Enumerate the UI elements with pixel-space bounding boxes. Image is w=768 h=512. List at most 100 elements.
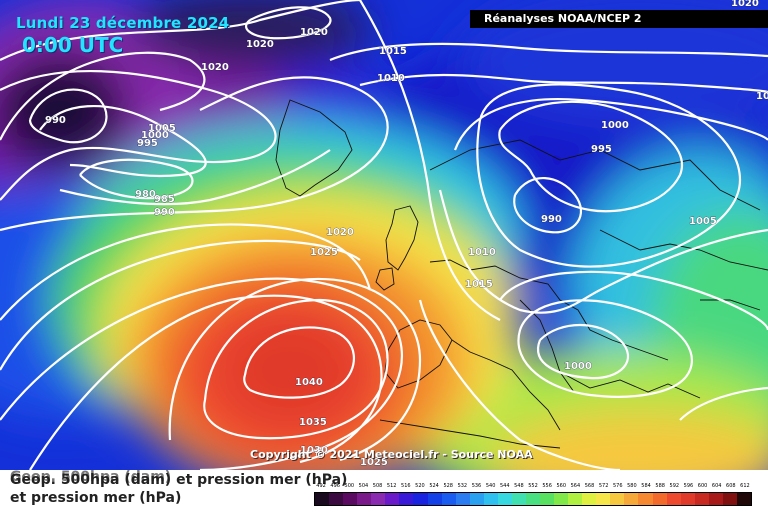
color-scale-tick: 608 [726, 483, 736, 489]
color-scale-swatch [596, 493, 611, 505]
color-scale-tick: 592 [669, 483, 680, 489]
chart-time: 0:00 UTC [22, 33, 124, 57]
color-scale-swatch [638, 493, 653, 505]
color-scale-swatch [540, 493, 555, 505]
chart-date: Lundi 23 décembre 2024 [16, 14, 230, 32]
isobar-label: 1040 [295, 377, 323, 388]
isobar-label: 1020 [246, 39, 274, 50]
isobar-label: 1025 [360, 457, 388, 468]
isobar-label: 1005 [689, 216, 717, 227]
isobar-label: 1015 [379, 46, 407, 57]
color-scale-tick: 548 [514, 483, 524, 489]
color-scale-tick: 540 [485, 483, 496, 489]
isobar-label: 1010 [377, 73, 405, 84]
map-canvas: 1020 1020 1020 1015 1010 990 1005 1000 9… [0, 0, 768, 470]
color-scale-tick: 600 [697, 483, 708, 489]
legend-title: Geop. 500hpa (dam) et pression mer (hPa) [10, 472, 348, 488]
color-scale-swatch [455, 493, 470, 505]
color-scale-tick: 612 [740, 483, 750, 489]
isobar-label: 1025 [310, 247, 338, 258]
color-scale-tick: 516 [401, 483, 411, 489]
isobar-label: 1030 [300, 445, 328, 456]
isobar-label: 995 [591, 144, 612, 155]
color-scale-swatch [666, 493, 681, 505]
color-scale-swatch [624, 493, 639, 505]
isobar-label: 1000 [601, 120, 629, 131]
isobar-label: 1020 [300, 27, 328, 38]
color-scale-swatch [554, 493, 569, 505]
isobar-label: 1035 [299, 417, 327, 428]
color-scale-tick: 520 [415, 483, 425, 489]
color-scale-tick: 552 [528, 483, 538, 489]
color-scale-swatch [652, 493, 667, 505]
color-scale-tick: 544 [499, 483, 510, 489]
color-scale-tick: 512 [386, 483, 397, 489]
isobar-label: 985 [154, 194, 175, 205]
synoptic-map: 1020 1020 1020 1015 1010 990 1005 1000 9… [0, 0, 768, 470]
isobar-label: 1020 [326, 227, 354, 238]
legend-title-shadow: Geop. 500hpa (dam) [10, 469, 172, 485]
color-scale-swatch [427, 493, 442, 505]
isobar-label: 1015 [465, 279, 493, 290]
color-scale-tick: 524 [429, 483, 439, 489]
color-scale-swatch [343, 493, 358, 505]
isobar-label: 990 [541, 214, 562, 225]
color-scale-swatch [441, 493, 456, 505]
isobar-label: 990 [154, 207, 175, 218]
color-scale-swatch [568, 493, 583, 505]
legend-footer: Geop. 500hpa (dam) Geop. 500hpa (dam) et… [0, 469, 768, 512]
color-scale-tick: 564 [570, 483, 581, 489]
color-scale-swatch [525, 493, 540, 505]
isobar-label: 1000 [141, 130, 169, 141]
isobar-label: 10 [756, 91, 768, 102]
color-scale-swatch [399, 493, 414, 505]
color-scale-tick: 536 [471, 483, 482, 489]
color-scale: 492 496 500 504 508 512 516 520 524 528 532 536 540 5… [314, 481, 752, 509]
color-scale-swatch [582, 493, 597, 505]
color-scale-tick: 560 [556, 483, 567, 489]
color-scale-swatch [680, 493, 695, 505]
isobar-label: 1005 [148, 123, 176, 134]
color-scale-tick: 532 [457, 483, 468, 489]
color-scale-swatch [315, 493, 330, 505]
color-scale-tick: 500 [344, 483, 355, 489]
color-scale-tick: 556 [542, 483, 552, 489]
isobar-label: 1020 [201, 62, 229, 73]
isobar-label: 1020 [731, 0, 759, 9]
isobar-labels: 1020 1020 1020 1015 1010 990 1005 1000 9… [45, 0, 768, 468]
isobar-label: 1000 [564, 361, 592, 372]
isobar-label: 990 [45, 115, 66, 126]
legend-subtitle: et pression mer (hPa) [10, 490, 182, 506]
color-scale-ticks: 492 496 500 504 508 512 516 520 524 528 532 536 540 5… [314, 481, 752, 491]
isobar-label: 1010 [468, 247, 496, 258]
color-scale-swatch [385, 493, 400, 505]
coastlines [275, 99, 768, 449]
color-scale-swatch [329, 493, 344, 505]
color-scale-tick: 584 [641, 483, 651, 489]
isobar-label: 980 [135, 189, 156, 200]
color-scale-swatch [736, 493, 751, 505]
color-scale-tick: 604 [711, 483, 722, 489]
color-scale-swatch [694, 493, 709, 505]
color-scale-tick: 568 [584, 483, 595, 489]
color-scale-swatch [371, 493, 386, 505]
data-source-label: Réanalyses NOAA/NCEP 2 [470, 10, 768, 28]
color-scale-tick: 492 [316, 483, 326, 489]
color-scale-swatch [708, 493, 723, 505]
isobars [0, 0, 768, 470]
color-scale-tick: 588 [655, 483, 665, 489]
color-scale-tick: 528 [443, 483, 453, 489]
copyright-notice: Copyright © 2021 Meteociel.fr - Source N… [250, 448, 533, 461]
color-scale-swatch [511, 493, 526, 505]
color-scale-swatch [610, 493, 625, 505]
color-scale-swatch [469, 493, 484, 505]
color-scale-swatch [413, 493, 428, 505]
color-scale-bar [314, 492, 752, 506]
color-scale-swatch [357, 493, 372, 505]
color-scale-swatch [497, 493, 512, 505]
color-scale-tick: 580 [627, 483, 637, 489]
color-scale-swatch [722, 493, 737, 505]
color-scale-tick: 596 [683, 483, 694, 489]
color-scale-tick: 576 [612, 483, 623, 489]
